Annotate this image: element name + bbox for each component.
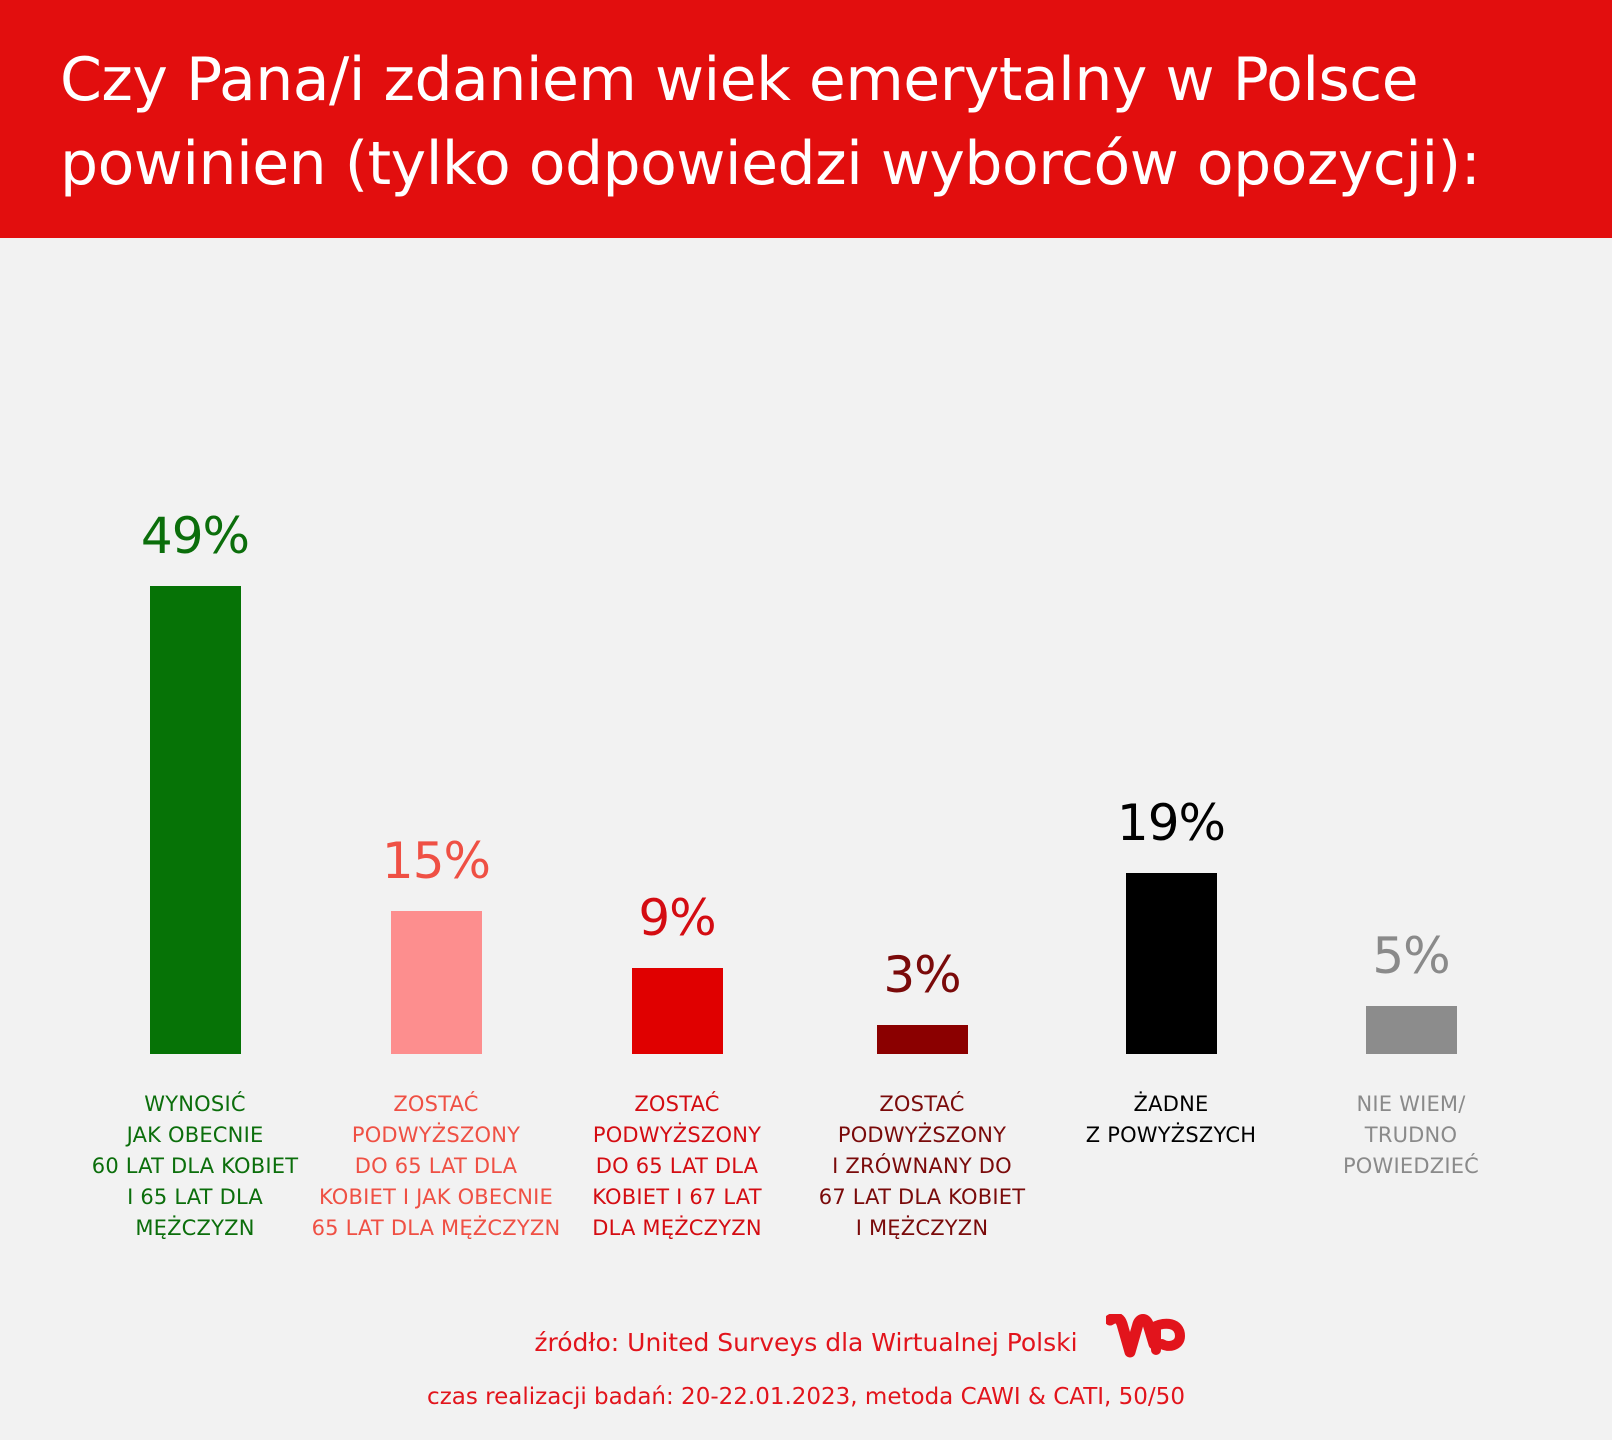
chart-title: Czy Pana/i zdaniem wiek emerytalny w Pol… [60, 38, 1481, 206]
bar [391, 911, 482, 1054]
category-label: ZOSTAĆ PODWYŻSZONY DO 65 LAT DLA KOBIET … [311, 1092, 561, 1240]
category-label: ZOSTAĆ PODWYŻSZONY I ZRÓWNANY DO 67 LAT … [818, 1092, 1026, 1240]
chart-title-line-2: powinien (tylko odpowiedzi wyborców opoz… [60, 129, 1481, 199]
wp-logo-icon [1105, 1314, 1185, 1358]
bar-value-label: 49% [140, 507, 250, 565]
bar-chart: 49% WYNOSIĆ JAK OBECNIE 60 LAT DLA KOBIET… [0, 238, 1612, 1268]
bar [1366, 1006, 1457, 1054]
category-label: ŻADNE Z POWYŻSZYCH [1085, 1092, 1257, 1147]
bar [150, 586, 241, 1054]
category-label: NIE WIEM/ TRUDNO POWIEDZIEĆ [1342, 1092, 1480, 1178]
source-text: źródło: United Surveys dla Wirtualnej Po… [534, 1328, 1078, 1357]
bar-value-label: 15% [381, 832, 491, 890]
bar-value-label: 19% [1116, 794, 1226, 852]
bar [877, 1025, 968, 1054]
title-banner: Czy Pana/i zdaniem wiek emerytalny w Pol… [0, 0, 1612, 238]
bar [632, 968, 723, 1054]
fieldwork-text: czas realizacji badań: 20-22.01.2023, me… [427, 1384, 1185, 1410]
bar-value-label: 5% [1372, 927, 1450, 985]
chart-title-line-1: Czy Pana/i zdaniem wiek emerytalny w Pol… [60, 45, 1419, 115]
bar-value-label: 3% [883, 946, 961, 1004]
category-label: ZOSTAĆ PODWYŻSZONY DO 65 LAT DLA KOBIET … [592, 1092, 762, 1240]
bar-value-label: 9% [638, 889, 716, 947]
bar [1126, 873, 1217, 1054]
category-label: WYNOSIĆ JAK OBECNIE 60 LAT DLA KOBIET I … [91, 1092, 299, 1240]
